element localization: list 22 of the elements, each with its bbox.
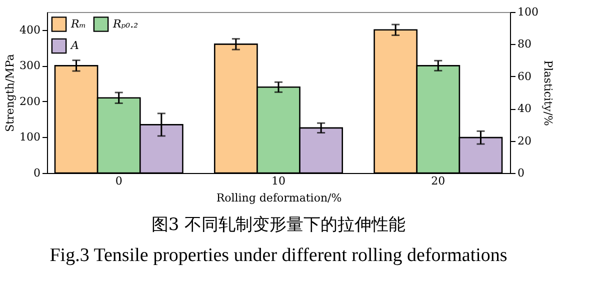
y2-axis-title: Plasticity/% — [541, 60, 554, 126]
y-tick-label: 300 — [20, 59, 40, 72]
y2-tick-label: 80 — [518, 38, 532, 51]
y2-tick-label: 60 — [518, 70, 532, 83]
x-tick-label: 0 — [115, 174, 122, 188]
legend-label: Rₘ — [70, 17, 86, 30]
text: 图3 不同轧制变形量下的拉伸性能 — [151, 215, 406, 235]
x-tick-label: 10 — [272, 174, 286, 188]
y-tick-label: 200 — [20, 94, 40, 108]
text: Fig.3 Tensile properties under different rolling deformations — [50, 245, 508, 266]
y2-tick-label: 0 — [518, 166, 524, 180]
legend-label: A — [70, 39, 79, 52]
y-tick-label: 100 — [20, 130, 40, 144]
y2-tick-label: 40 — [518, 102, 532, 116]
x-axis-title: Rolling deformation/% — [216, 192, 342, 204]
y2-tick-label: 20 — [518, 134, 532, 148]
y-axis-title: Strength/MPa — [4, 54, 17, 132]
legend-label: Rₚ₀.₂ — [112, 17, 138, 30]
x-tick-label: 20 — [431, 174, 446, 188]
y-tick-label: 0 — [34, 166, 40, 180]
y-tick-label: 400 — [20, 23, 40, 36]
y2-tick-label: 100 — [518, 6, 538, 18]
